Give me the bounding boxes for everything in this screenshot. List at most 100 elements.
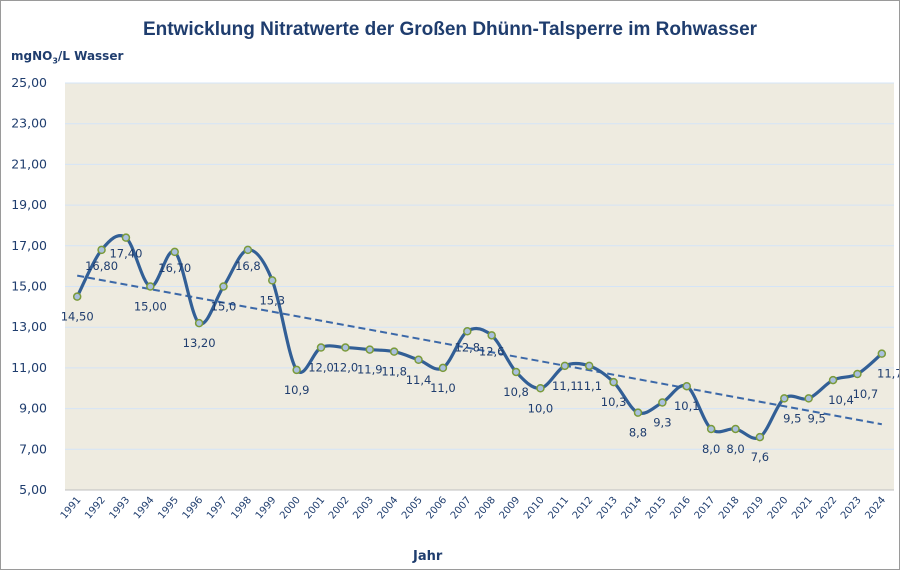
data-label: 16,8 (235, 259, 261, 273)
data-point (487, 331, 496, 340)
data-label: 12,8 (455, 340, 481, 354)
data-label: 13,20 (183, 336, 216, 350)
data-label: 9,5 (808, 411, 826, 425)
y-tick-label: 13,00 (11, 319, 47, 334)
data-point (804, 394, 813, 403)
y-axis-label: mgNO3/L Wasser (11, 49, 123, 65)
x-axis-label: Jahr (413, 549, 443, 564)
data-point (560, 361, 570, 371)
data-point (121, 233, 131, 242)
x-tick-label: 2020 (766, 495, 791, 522)
data-point (706, 424, 716, 434)
data-label: 8,8 (629, 426, 647, 440)
x-tick-label: 2011 (546, 495, 571, 522)
data-label: 16,80 (85, 259, 118, 273)
y-tick-label: 23,00 (11, 116, 47, 131)
data-label: 10,0 (528, 401, 554, 415)
x-tick-label: 2024 (863, 495, 888, 522)
data-point (755, 432, 765, 442)
y-tick-label: 21,00 (11, 156, 47, 171)
data-point (72, 292, 82, 301)
data-point (877, 349, 887, 358)
x-tick-label: 2006 (424, 495, 449, 522)
y-tick-label: 7,00 (19, 441, 47, 456)
data-label: 11,9 (357, 363, 383, 377)
y-tick-label: 11,00 (11, 360, 47, 375)
data-label: 12,6 (479, 344, 505, 358)
data-label: 10,3 (601, 395, 627, 409)
y-tick-label: 9,00 (19, 401, 47, 416)
data-label: 11,0 (430, 381, 456, 395)
data-point (194, 318, 204, 328)
data-point (853, 369, 862, 379)
x-tick-label: 2004 (376, 495, 401, 522)
data-point (682, 381, 691, 391)
y-tick-label: 19,00 (11, 197, 47, 212)
x-tick-label: 2023 (839, 495, 864, 522)
data-label: 12,0 (333, 361, 359, 375)
y-label-subscript: 3 (52, 56, 58, 66)
y-tick-label: 17,00 (11, 238, 47, 253)
data-label: 10,1 (674, 399, 700, 413)
data-point (146, 282, 155, 291)
x-tick-label: 1995 (156, 495, 181, 522)
x-tick-label: 2002 (327, 495, 352, 522)
x-tick-label: 2018 (717, 495, 742, 522)
data-point (511, 367, 521, 377)
x-tick-label: 1992 (83, 495, 108, 522)
data-point (780, 394, 789, 403)
data-label: 11,1 (552, 379, 578, 393)
data-point (268, 276, 277, 285)
x-tick-label: 2010 (522, 495, 547, 522)
x-tick-label: 2003 (351, 495, 376, 522)
data-label: 11,7 (877, 367, 899, 381)
x-tick-label: 2001 (303, 495, 328, 522)
data-label: 17,40 (109, 247, 142, 261)
data-point (389, 347, 399, 356)
x-tick-label: 1993 (107, 495, 132, 522)
data-point (438, 363, 448, 373)
data-label: 11,4 (406, 373, 432, 387)
data-point (584, 361, 594, 371)
data-point (365, 345, 375, 354)
data-label: 8,0 (726, 442, 744, 456)
x-tick-label: 2000 (278, 495, 303, 522)
x-tick-label: 2012 (571, 495, 596, 522)
data-label: 15,00 (134, 300, 167, 314)
data-label: 11,1 (576, 379, 602, 393)
data-point (536, 384, 545, 393)
data-point (609, 377, 618, 387)
data-point (341, 343, 350, 352)
data-point (633, 408, 643, 417)
data-label: 12,0 (308, 361, 334, 375)
y-tick-label: 5,00 (19, 482, 47, 497)
trendline (77, 274, 882, 426)
x-tick-label: 2021 (790, 495, 815, 522)
data-point (170, 247, 179, 257)
x-tick-label: 2017 (693, 495, 718, 522)
x-tick-label: 2022 (815, 495, 840, 522)
x-tick-label: 1999 (254, 495, 279, 522)
data-point (219, 282, 228, 291)
x-tick-label: 1997 (205, 495, 230, 522)
data-point (828, 375, 838, 385)
x-tick-label: 2005 (400, 495, 425, 522)
data-label: 10,4 (828, 393, 854, 407)
data-label: 8,0 (702, 442, 720, 456)
x-tick-label: 2014 (619, 495, 644, 522)
y-label-part: mgNO (11, 49, 53, 63)
data-label: 10,7 (853, 387, 879, 401)
series-line (75, 234, 883, 440)
x-tick-label: 2013 (595, 495, 620, 522)
data-point (243, 245, 253, 255)
x-tick-label: 2008 (473, 495, 498, 522)
x-tick-label: 1994 (132, 495, 157, 522)
data-label: 14,50 (61, 310, 94, 324)
data-label: 9,5 (783, 411, 801, 425)
data-label: 15,3 (259, 293, 285, 307)
x-tick-label: 1991 (59, 495, 84, 522)
data-point (731, 424, 740, 434)
data-label: 7,6 (751, 450, 769, 464)
